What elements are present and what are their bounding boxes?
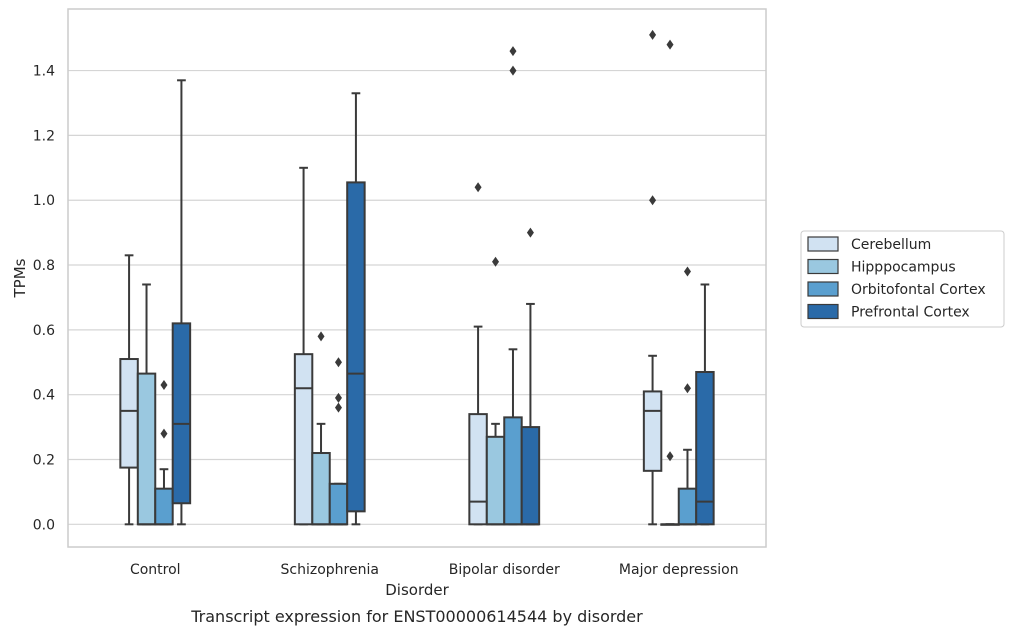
box-body (503, 416, 523, 526)
legend-label: Hipppocampus (851, 260, 956, 276)
legend-label: Orbitofontal Cortex (851, 282, 986, 298)
box-1-3 (346, 92, 366, 526)
box-1-1 (311, 331, 331, 526)
y-tick-label: 0.0 (33, 517, 55, 533)
box-body (136, 372, 157, 526)
box-2-2 (503, 46, 523, 526)
x-tick-label: Control (130, 562, 181, 578)
outlier-point (526, 227, 534, 238)
y-tick-label: 1.4 (33, 64, 55, 80)
box-2-0 (468, 182, 488, 526)
outlier-point (334, 392, 342, 403)
y-tick-labels: 0.0 0.2 0.4 0.6 0.8 1.0 1.2 1.4 (33, 64, 55, 534)
y-tick-label: 0.8 (33, 258, 55, 274)
legend-swatch (807, 236, 839, 252)
legend: Cerebellum Hipppocampus Orbitofontal Corte… (800, 230, 1005, 328)
outlier-point (334, 402, 342, 413)
box-body (346, 181, 366, 513)
x-tick-label: Schizophrenia (281, 562, 379, 578)
box-0-1 (136, 283, 157, 526)
box-body (468, 413, 488, 526)
plot-frame (67, 8, 767, 548)
box-0-0 (119, 254, 139, 526)
outlier-point (509, 46, 517, 57)
outlier-point (492, 256, 500, 267)
legend-swatch (807, 258, 839, 275)
box-body (695, 370, 715, 526)
box-body (154, 487, 174, 526)
box-body (642, 390, 663, 472)
box-body (293, 353, 314, 526)
box-1-0 (293, 166, 314, 526)
box-body (677, 487, 698, 526)
box-0-3 (171, 79, 192, 526)
box-body (520, 426, 541, 526)
legend-swatch (807, 281, 839, 297)
y-tick-label: 0.4 (33, 388, 55, 404)
outlier-point (474, 182, 482, 193)
legend-swatch (807, 303, 839, 320)
x-tick-label: Bipolar disorder (449, 562, 560, 578)
y-tick-label: 0.6 (33, 323, 55, 339)
box-3-3 (695, 283, 715, 526)
y-tick-label: 1.0 (33, 193, 55, 209)
y-axis-label: TPMs (11, 258, 29, 298)
outlier-point (649, 195, 657, 206)
outlier-point (666, 451, 674, 462)
outlier-point (509, 65, 517, 76)
box-body (311, 452, 331, 526)
outlier-point (666, 39, 674, 50)
box-3-2 (677, 266, 698, 526)
box-2-3 (520, 227, 541, 526)
outlier-point (160, 379, 168, 390)
outlier-point (649, 29, 657, 40)
chart-caption: Transcript expression for ENST0000061454… (190, 607, 643, 626)
box-series (119, 29, 715, 526)
x-tick-label: Major depression (619, 562, 739, 578)
outlier-point (317, 331, 325, 342)
legend-label: Prefrontal Cortex (851, 305, 970, 321)
legend-label: Cerebellum (851, 237, 931, 253)
outlier-point (160, 428, 168, 439)
outlier-point (683, 266, 691, 277)
box-3-0 (642, 29, 663, 526)
box-body (485, 435, 506, 526)
x-tick-labels: Control Schizophrenia Bipolar disorder Majo… (130, 562, 739, 578)
outlier-point (334, 357, 342, 368)
box-2-1 (485, 256, 506, 526)
y-tick-label: 0.2 (33, 452, 55, 468)
y-tick-label: 1.2 (33, 128, 55, 144)
outlier-point (683, 383, 691, 394)
box-body (328, 482, 349, 526)
x-axis-label: Disorder (385, 581, 449, 599)
box-body (171, 322, 192, 505)
box-0-2 (154, 379, 174, 526)
box-body (119, 358, 139, 469)
legend-frame (800, 230, 1005, 328)
box-1-2 (328, 357, 349, 526)
box-3-1 (660, 39, 680, 526)
